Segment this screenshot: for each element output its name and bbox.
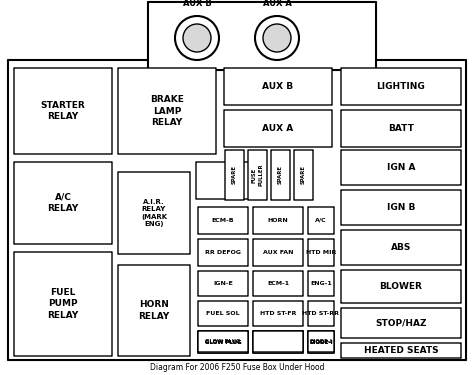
FancyBboxPatch shape	[308, 301, 334, 326]
Text: ECM-B: ECM-B	[212, 218, 234, 223]
Text: HTD ST-FR: HTD ST-FR	[260, 311, 296, 316]
Text: IGN B: IGN B	[387, 203, 415, 212]
Text: FUEL
PUMP
RELAY: FUEL PUMP RELAY	[47, 288, 79, 320]
Text: AUX A: AUX A	[263, 124, 293, 133]
Text: SPARE: SPARE	[301, 165, 306, 184]
FancyBboxPatch shape	[253, 207, 303, 234]
Text: GLOW PLUG: GLOW PLUG	[205, 339, 241, 345]
Text: HEATED SEATS: HEATED SEATS	[364, 346, 438, 355]
Text: ABS: ABS	[391, 243, 411, 252]
Text: GLOW PLUG: GLOW PLUG	[205, 339, 241, 345]
FancyBboxPatch shape	[294, 150, 313, 200]
FancyBboxPatch shape	[118, 172, 190, 254]
FancyBboxPatch shape	[224, 110, 332, 147]
FancyBboxPatch shape	[148, 2, 376, 70]
Text: STOP/HAZ: STOP/HAZ	[375, 318, 427, 327]
FancyBboxPatch shape	[198, 331, 248, 353]
FancyBboxPatch shape	[341, 68, 461, 105]
Text: AUX B: AUX B	[263, 82, 293, 91]
FancyBboxPatch shape	[341, 308, 461, 338]
Text: SPARE: SPARE	[278, 165, 283, 184]
FancyBboxPatch shape	[198, 331, 248, 352]
Text: HTD MIR: HTD MIR	[306, 250, 336, 255]
FancyBboxPatch shape	[341, 110, 461, 147]
FancyBboxPatch shape	[341, 190, 461, 225]
FancyBboxPatch shape	[341, 343, 461, 358]
FancyBboxPatch shape	[248, 150, 267, 200]
FancyBboxPatch shape	[341, 150, 461, 185]
FancyBboxPatch shape	[225, 150, 244, 200]
Circle shape	[255, 16, 299, 60]
FancyBboxPatch shape	[308, 239, 334, 266]
Text: DIODE-I: DIODE-I	[309, 339, 333, 345]
FancyBboxPatch shape	[14, 162, 112, 244]
FancyBboxPatch shape	[198, 301, 248, 326]
Text: IGN A: IGN A	[387, 163, 415, 172]
FancyBboxPatch shape	[198, 271, 248, 296]
FancyBboxPatch shape	[118, 68, 216, 154]
Text: AUX FAN: AUX FAN	[263, 250, 293, 255]
FancyBboxPatch shape	[196, 162, 250, 199]
Text: DIODE-I: DIODE-I	[309, 339, 333, 345]
Text: AUX B: AUX B	[182, 0, 211, 8]
Text: ECM-1: ECM-1	[267, 281, 289, 286]
Text: ENG-1: ENG-1	[310, 281, 332, 286]
FancyBboxPatch shape	[308, 331, 334, 352]
Text: STARTER
RELAY: STARTER RELAY	[41, 101, 85, 121]
FancyBboxPatch shape	[341, 270, 461, 303]
Text: FUSE
PULLER: FUSE PULLER	[252, 164, 263, 186]
FancyBboxPatch shape	[308, 331, 334, 353]
Text: LIGHTING: LIGHTING	[377, 82, 425, 91]
FancyBboxPatch shape	[253, 239, 303, 266]
FancyBboxPatch shape	[253, 331, 303, 352]
Text: SPARE: SPARE	[232, 165, 237, 184]
FancyBboxPatch shape	[224, 68, 332, 105]
FancyBboxPatch shape	[198, 331, 248, 353]
Text: BATT: BATT	[388, 124, 414, 133]
FancyBboxPatch shape	[271, 150, 290, 200]
FancyBboxPatch shape	[8, 60, 466, 360]
Text: IGN-E: IGN-E	[213, 281, 233, 286]
Text: BRAKE
LAMP
RELAY: BRAKE LAMP RELAY	[150, 95, 184, 127]
FancyBboxPatch shape	[253, 331, 303, 353]
FancyBboxPatch shape	[308, 207, 334, 234]
FancyBboxPatch shape	[253, 301, 303, 326]
Text: DIODE-I: DIODE-I	[310, 339, 332, 344]
Text: HORN: HORN	[268, 218, 288, 223]
FancyBboxPatch shape	[253, 271, 303, 296]
Text: RR DEFOG: RR DEFOG	[205, 250, 241, 255]
Text: FUEL SOL: FUEL SOL	[206, 311, 240, 316]
FancyBboxPatch shape	[14, 252, 112, 356]
FancyBboxPatch shape	[198, 239, 248, 266]
Circle shape	[263, 24, 291, 52]
Text: BLOWER: BLOWER	[380, 282, 422, 291]
Text: AUX A: AUX A	[263, 0, 292, 8]
FancyBboxPatch shape	[14, 68, 112, 154]
Text: HTD ST-RR: HTD ST-RR	[302, 311, 339, 316]
Text: HORN
RELAY: HORN RELAY	[138, 300, 170, 321]
FancyBboxPatch shape	[118, 265, 190, 356]
Text: A/C
RELAY: A/C RELAY	[47, 193, 79, 213]
Circle shape	[183, 24, 211, 52]
FancyBboxPatch shape	[308, 271, 334, 296]
FancyBboxPatch shape	[253, 331, 303, 353]
Text: A/C: A/C	[315, 218, 327, 223]
Text: A.I.R.
RELAY
(MARK
ENG): A.I.R. RELAY (MARK ENG)	[141, 199, 167, 227]
Text: Diagram For 2006 F250 Fuse Box Under Hood: Diagram For 2006 F250 Fuse Box Under Hoo…	[150, 363, 324, 372]
Circle shape	[175, 16, 219, 60]
FancyBboxPatch shape	[341, 230, 461, 265]
FancyBboxPatch shape	[198, 207, 248, 234]
FancyBboxPatch shape	[308, 331, 334, 353]
Text: GLOW PLUG: GLOW PLUG	[205, 339, 241, 344]
